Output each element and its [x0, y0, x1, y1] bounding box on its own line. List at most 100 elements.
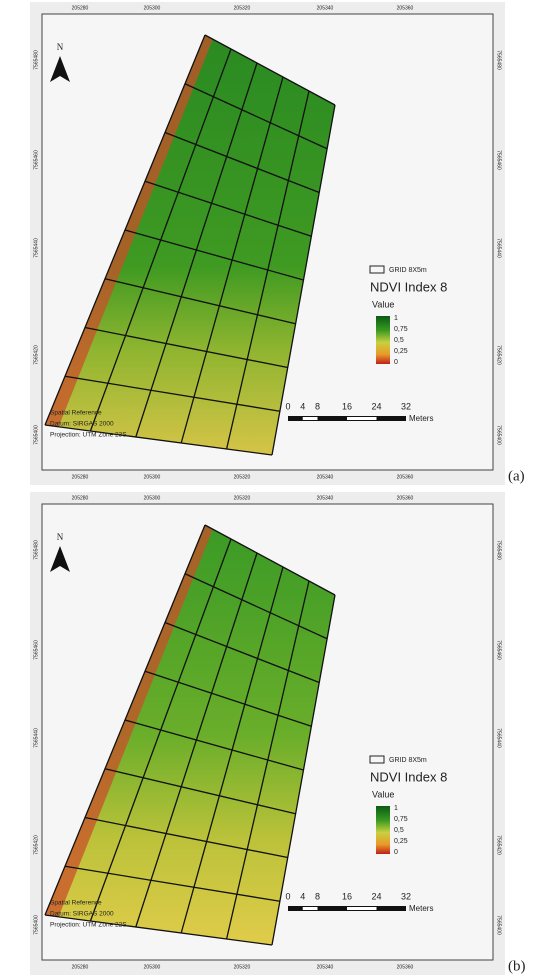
- spatial-reference: Projection: UTM Zone 23S: [50, 432, 127, 439]
- grid-line: [64, 375, 280, 412]
- grid-line: [44, 914, 273, 946]
- panel-label: (a): [508, 468, 525, 484]
- grid-line: [84, 816, 288, 859]
- grid-line: [164, 131, 320, 194]
- north-label: N: [57, 42, 64, 52]
- legend-tick: 1: [394, 315, 398, 322]
- grid-line: [144, 180, 312, 237]
- y-coordinate: 7565400: [33, 425, 39, 445]
- legend-tick: 0,5: [394, 337, 404, 344]
- field: [45, 525, 335, 945]
- field: [45, 35, 335, 455]
- x-coordinate: 205300: [144, 495, 161, 501]
- x-coordinate: 205320: [234, 474, 251, 480]
- scale-label: 0: [285, 891, 290, 901]
- y-coordinate: 7565420: [33, 835, 39, 855]
- scale-label: 24: [371, 401, 381, 411]
- grid-line: [124, 229, 304, 281]
- grid-line: [184, 83, 328, 150]
- y-coordinate: 7565420: [33, 345, 39, 365]
- x-coordinate: 205340: [317, 964, 334, 970]
- legend-grid-label: GRID 8X5m: [389, 757, 427, 764]
- grid-line: [184, 573, 328, 640]
- y-coordinate: 7565440: [33, 728, 39, 748]
- x-coordinate: 205300: [144, 964, 161, 970]
- grid-line: [104, 278, 296, 325]
- scale-bar-segment: [302, 907, 318, 910]
- legend-color-bar: [376, 316, 390, 364]
- x-coordinate: 205320: [234, 5, 251, 11]
- spatial-reference: Spatial Reference: [50, 410, 102, 417]
- legend-tick: 1: [394, 805, 398, 812]
- scale-bar-segment: [347, 907, 377, 910]
- x-coordinate: 205340: [317, 5, 334, 11]
- x-coordinate: 205360: [397, 5, 414, 11]
- grid-line: [44, 424, 273, 456]
- scale-label: 8: [315, 401, 320, 411]
- x-coordinate: 205300: [144, 5, 161, 11]
- x-coordinate: 205280: [72, 495, 89, 501]
- y-coordinate: 7565420: [496, 345, 502, 365]
- y-coordinate: 7565460: [33, 640, 39, 660]
- legend-value-heading: Value: [372, 789, 394, 799]
- legend-tick: 0: [394, 849, 398, 856]
- grid-line: [204, 34, 336, 106]
- spatial-reference: Projection: UTM Zone 22S: [50, 922, 127, 929]
- map-panel: 205280 205280 205300 205300 205320 205320 2053…: [30, 2, 525, 485]
- north-arrow: [50, 56, 70, 82]
- legend-title: NDVI Index 8: [370, 279, 447, 294]
- y-coordinate: 7565400: [33, 915, 39, 935]
- y-coordinate: 7565460: [33, 150, 39, 170]
- legend-title: NDVI Index 8: [370, 769, 447, 784]
- grid-line: [144, 670, 312, 727]
- y-coordinate: 7565440: [496, 728, 502, 748]
- scale-unit: Meters: [409, 414, 433, 423]
- spatial-reference: Spatial Reference: [50, 900, 102, 907]
- panel-label: (b): [508, 958, 526, 974]
- x-coordinate: 205320: [234, 964, 251, 970]
- scale-label: 8: [315, 891, 320, 901]
- legend-tick: 0: [394, 359, 398, 366]
- y-coordinate: 7565400: [496, 425, 502, 445]
- x-coordinate: 205360: [397, 474, 414, 480]
- grid-line: [164, 621, 320, 684]
- legend-tick: 0,25: [394, 348, 408, 355]
- y-coordinate: 7565480: [33, 50, 39, 70]
- y-coordinate: 7565440: [496, 238, 502, 258]
- x-coordinate: 205360: [397, 964, 414, 970]
- scale-label: 16: [342, 891, 352, 901]
- grid-line: [84, 326, 288, 369]
- y-coordinate: 7565480: [496, 50, 502, 70]
- x-coordinate: 205340: [317, 474, 334, 480]
- legend-color-bar: [376, 806, 390, 854]
- y-coordinate: 7565480: [33, 540, 39, 560]
- y-coordinate: 7565460: [496, 640, 502, 660]
- scale-bar-segment: [347, 417, 377, 420]
- x-coordinate: 205340: [317, 495, 334, 501]
- y-coordinate: 7565480: [496, 540, 502, 560]
- legend-grid-swatch: [369, 265, 385, 274]
- spatial-reference: Datum: SIRGAS 2000: [50, 911, 114, 918]
- map-panel: 205280 205280 205300 205300 205320 205320 2053…: [30, 492, 526, 975]
- y-coordinate: 7565400: [496, 915, 502, 935]
- x-coordinate: 205280: [72, 964, 89, 970]
- north-label: N: [57, 532, 64, 542]
- x-coordinate: 205360: [397, 495, 414, 501]
- x-coordinate: 205300: [144, 474, 161, 480]
- spatial-reference: Datum: SIRGAS 2000: [50, 421, 114, 428]
- legend-tick: 0,5: [394, 827, 404, 834]
- grid-line: [104, 768, 296, 815]
- grid-line: [64, 865, 280, 902]
- x-coordinate: 205280: [72, 474, 89, 480]
- y-coordinate: 7565460: [496, 150, 502, 170]
- scale-unit: Meters: [409, 904, 433, 913]
- legend-value-heading: Value: [372, 299, 394, 309]
- scale-label: 24: [371, 891, 381, 901]
- x-coordinate: 205280: [72, 5, 89, 11]
- legend-grid-label: GRID 8X5m: [389, 267, 427, 274]
- scale-bar-segment: [302, 417, 318, 420]
- legend-tick: 0,25: [394, 838, 408, 845]
- grid-line: [124, 719, 304, 771]
- legend-grid-swatch: [369, 755, 385, 764]
